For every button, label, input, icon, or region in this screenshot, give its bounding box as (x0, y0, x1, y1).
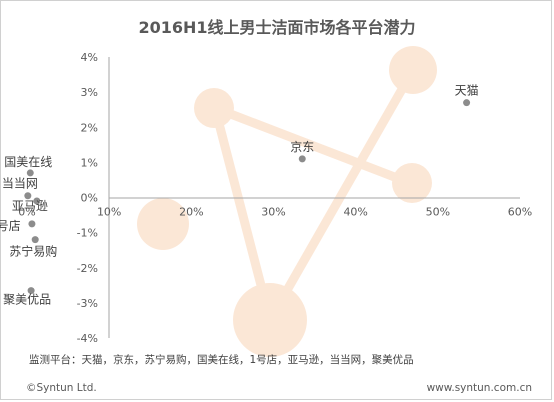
y-tick-labels: 4% 3% 2% 1% 0% -1% -2% -3% -4% (77, 51, 98, 345)
data-point (28, 220, 36, 228)
data-point-label: 1号店 (0, 219, 21, 233)
footer-website: www.syntun.com.cn (427, 382, 532, 394)
data-point-label: 当当网 (2, 177, 38, 191)
x-tick-label: 10% (97, 206, 121, 219)
data-point (31, 236, 39, 244)
y-tick-label: 3% (81, 86, 98, 99)
y-tick-label: -2% (77, 262, 98, 275)
data-point (298, 155, 306, 163)
data-point (463, 99, 471, 107)
y-tick-label: 0% (81, 192, 98, 205)
y-tick-label: 1% (81, 156, 98, 169)
x-tick-label: 60% (508, 206, 532, 219)
y-tick-label: -4% (77, 332, 98, 345)
footer-copyright: ©Syntun Ltd. (26, 382, 97, 394)
data-point-label: 国美在线 (4, 155, 52, 169)
y-tick-label: 2% (81, 121, 98, 134)
x-tick-label: 40% (343, 206, 367, 219)
x-tick-labels: 0% 10% 20% 30% 40% 50% 60% (18, 206, 532, 219)
background-decoration (137, 46, 437, 357)
x-tick-label: 20% (179, 206, 203, 219)
monitoring-note: 监测平台：天猫，京东，苏宁易购，国美在线，1号店，亚马逊，当当网，聚美优品 (29, 353, 414, 366)
data-point (26, 169, 34, 177)
data-point-label: 亚马逊 (12, 199, 48, 213)
data-point (27, 287, 35, 295)
y-tick-label: -3% (77, 297, 98, 310)
axes (108, 57, 520, 338)
x-tick-label: 50% (426, 206, 450, 219)
y-tick-label: -1% (77, 227, 98, 240)
data-point-label: 京东 (290, 140, 314, 154)
x-tick-label: 30% (261, 206, 285, 219)
data-point (24, 192, 32, 200)
data-point-label: 苏宁易购 (9, 244, 57, 259)
data-point-label: 聚美优品 (3, 293, 51, 307)
chart-title: 2016H1线上男士洁面市场各平台潜力 (138, 18, 415, 37)
data-point (33, 197, 41, 205)
data-point-label: 天猫 (455, 84, 479, 98)
y-tick-label: 4% (81, 51, 98, 64)
x-tick-label: 0% (18, 206, 35, 219)
